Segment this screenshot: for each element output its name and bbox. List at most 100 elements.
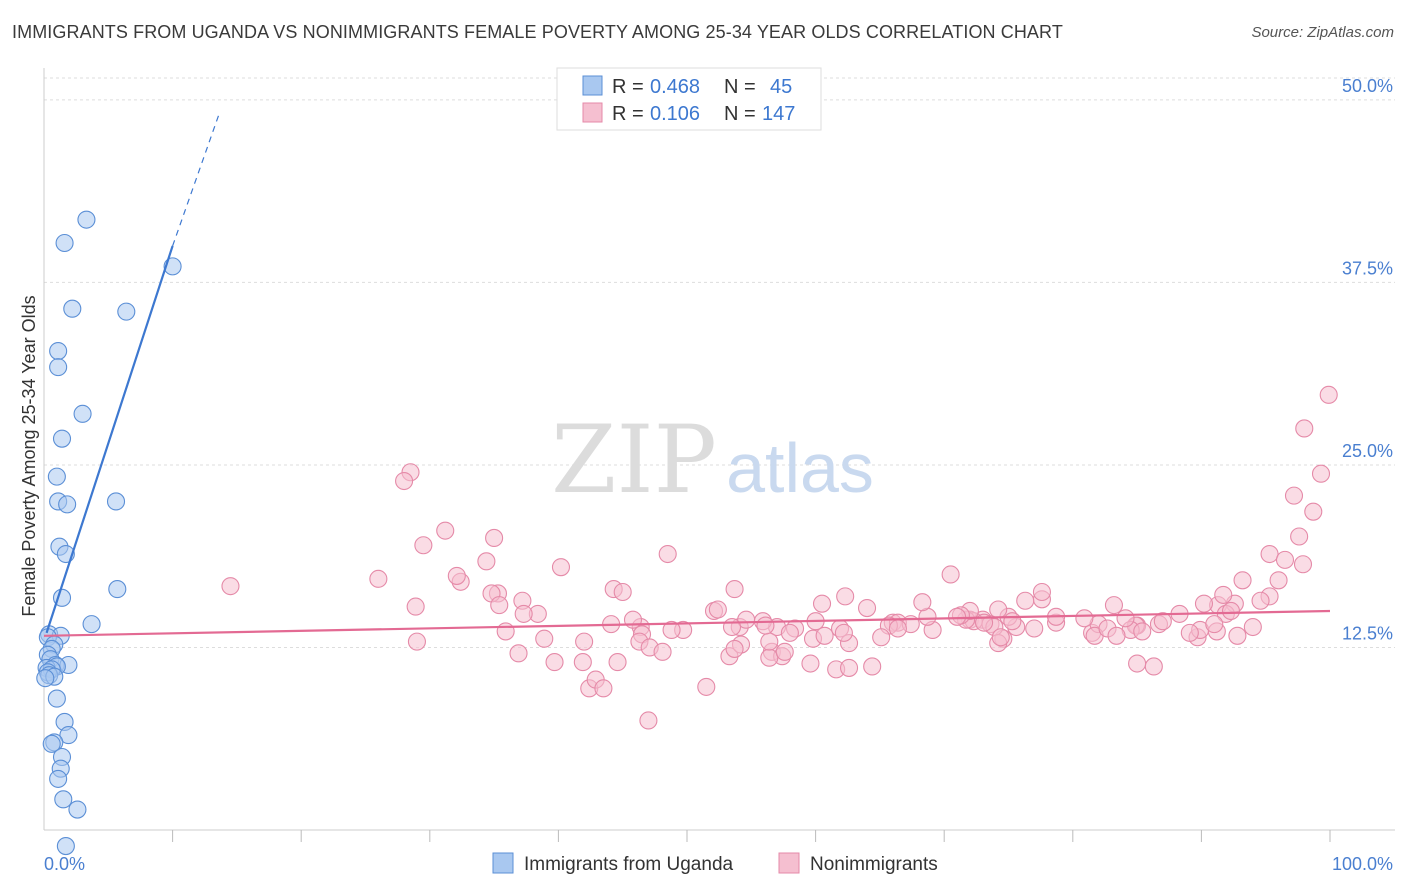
nonimm-point bbox=[725, 639, 744, 658]
nonimm-point bbox=[1221, 601, 1241, 621]
uganda-trend-line bbox=[45, 245, 174, 634]
watermark: ZIP atlas bbox=[551, 406, 874, 515]
nonimm-point bbox=[991, 628, 1010, 647]
nonimm-point bbox=[575, 632, 594, 651]
nonimm-point bbox=[594, 679, 613, 698]
nonimm-point bbox=[573, 653, 592, 672]
legend-uganda-swatch bbox=[492, 852, 514, 874]
nonimmigrants-points bbox=[221, 385, 1338, 730]
nonimm-point bbox=[780, 623, 799, 642]
nonimm-point bbox=[1104, 596, 1124, 615]
nonimm-point bbox=[1194, 594, 1214, 613]
nonimm-point bbox=[608, 653, 627, 672]
nonimm-point bbox=[872, 628, 891, 647]
nonimm-point bbox=[662, 620, 681, 640]
nonimm-point bbox=[888, 619, 907, 638]
nonimm-point bbox=[1116, 609, 1135, 628]
nonimm-point bbox=[1133, 622, 1152, 641]
nonimm-point bbox=[1284, 486, 1304, 505]
y-tick-label: 25.0% bbox=[1342, 441, 1393, 461]
nonimm-point bbox=[1075, 609, 1094, 628]
nonimm-point bbox=[913, 593, 932, 612]
nonimm-point bbox=[1233, 571, 1252, 590]
nonimm-point bbox=[535, 629, 554, 648]
nonimm-point bbox=[1016, 591, 1035, 610]
nonimm-n-value: 147 bbox=[762, 103, 795, 125]
nonimm-point bbox=[551, 558, 571, 577]
nonimm-point bbox=[623, 610, 643, 629]
uganda-point bbox=[73, 404, 92, 423]
uganda-point bbox=[54, 790, 73, 809]
nonimm-point bbox=[1128, 654, 1147, 673]
y-tick-label: 12.5% bbox=[1342, 623, 1393, 643]
nonimm-point bbox=[395, 471, 414, 491]
x-tick-label: 100.0% bbox=[1332, 854, 1393, 874]
uganda-point bbox=[82, 615, 101, 634]
nonimm-point bbox=[834, 623, 853, 642]
uganda-point bbox=[47, 467, 66, 486]
uganda-point bbox=[56, 837, 75, 856]
nonimm-point bbox=[447, 566, 466, 585]
nonimm-point bbox=[722, 617, 742, 637]
nonimm-trend-line bbox=[43, 609, 1331, 637]
nonimm-point bbox=[1290, 527, 1309, 546]
legend-uganda-label: Immigrants from Uganda bbox=[524, 854, 734, 875]
uganda-swatch bbox=[582, 75, 603, 96]
nonimm-point bbox=[839, 658, 859, 677]
uganda-point bbox=[47, 689, 66, 708]
nonimm-point bbox=[1311, 464, 1331, 483]
uganda-point bbox=[59, 726, 78, 745]
nonimm-point bbox=[1003, 612, 1022, 631]
nonimm-point bbox=[1269, 571, 1288, 590]
uganda-point bbox=[52, 429, 72, 448]
grid-lines bbox=[44, 77, 1395, 648]
nonimm-point bbox=[857, 599, 877, 618]
watermark-atlas: atlas bbox=[726, 429, 874, 507]
nonimm-swatch bbox=[582, 102, 603, 123]
nonimm-point bbox=[989, 600, 1008, 619]
nonimm-point bbox=[1295, 419, 1314, 438]
uganda-point bbox=[77, 210, 96, 229]
axis-labels: 12.5% 25.0% 37.5% 50.0% 0.0% 100.0% bbox=[44, 76, 1393, 874]
x-tick-label: 0.0% bbox=[44, 854, 85, 874]
nonimm-point bbox=[708, 600, 727, 619]
chart-title: IMMIGRANTS FROM UGANDA VS NONIMMIGRANTS … bbox=[12, 22, 1063, 42]
nonimm-point bbox=[485, 528, 504, 548]
nonimm-point bbox=[436, 521, 455, 540]
y-tick-label: 37.5% bbox=[1342, 258, 1393, 278]
nonimm-point bbox=[1214, 585, 1233, 604]
nonimm-point bbox=[836, 587, 855, 606]
nonimm-r-label: R = bbox=[612, 103, 644, 125]
nonimm-point bbox=[1228, 626, 1247, 645]
nonimm-point bbox=[613, 582, 632, 602]
nonimm-point bbox=[812, 594, 832, 613]
nonimm-n-label: N = bbox=[724, 103, 756, 125]
axes bbox=[43, 68, 1395, 842]
nonimm-point bbox=[815, 626, 834, 645]
uganda-point bbox=[55, 233, 74, 253]
uganda-point bbox=[58, 495, 77, 514]
nonimm-point bbox=[863, 657, 882, 676]
nonimm-point bbox=[414, 536, 433, 555]
uganda-point bbox=[36, 669, 55, 688]
uganda-trend-extension bbox=[172, 114, 220, 247]
nonimm-point bbox=[1032, 582, 1051, 602]
y-axis-label: Female Poverty Among 25-34 Year Olds bbox=[19, 295, 39, 616]
source-label: Source: ZipAtlas.com bbox=[1251, 24, 1394, 41]
nonimm-point bbox=[477, 552, 496, 571]
nonimm-point bbox=[545, 653, 564, 672]
nonimm-point bbox=[490, 596, 509, 615]
legend-nonimm-swatch bbox=[778, 852, 800, 874]
uganda-point bbox=[68, 800, 87, 819]
nonimm-point bbox=[221, 577, 240, 596]
uganda-point bbox=[49, 342, 68, 361]
uganda-point bbox=[42, 734, 61, 753]
nonimm-point bbox=[1260, 544, 1279, 564]
nonimm-point bbox=[948, 607, 967, 626]
uganda-point bbox=[108, 580, 127, 599]
nonimm-point bbox=[756, 616, 775, 635]
stats-legend: R = 0.468 N = 45 R = 0.106 N = 147 bbox=[556, 67, 822, 131]
series-legend: Immigrants from Uganda Nonimmigrants bbox=[492, 852, 938, 875]
nonimm-point bbox=[509, 644, 528, 663]
